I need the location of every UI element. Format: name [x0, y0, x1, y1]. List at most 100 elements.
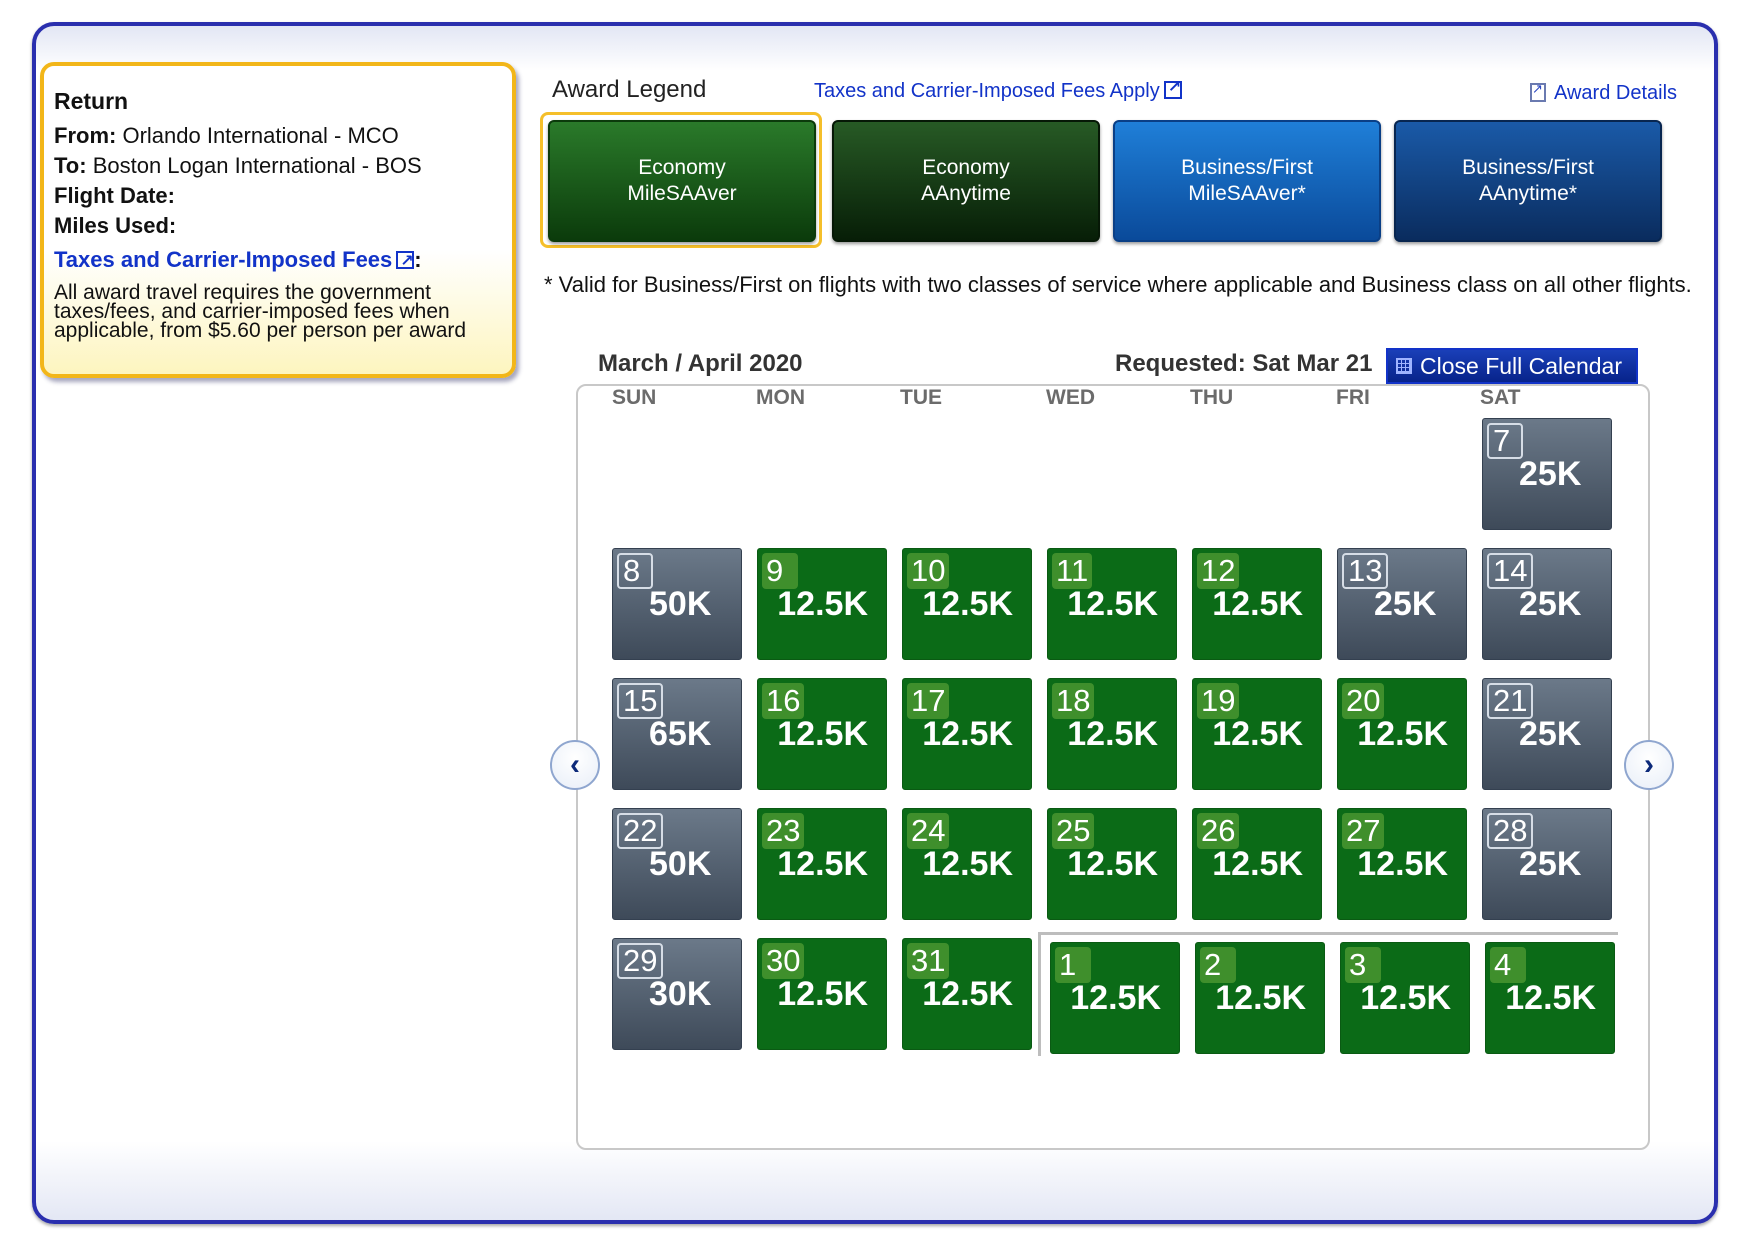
calendar-grid-icon	[1396, 358, 1412, 374]
day-number: 18	[1052, 683, 1095, 719]
taxes-note: All award travel requires the government…	[54, 281, 467, 342]
close-full-calendar-button[interactable]: Close Full Calendar	[1386, 348, 1638, 384]
day-cell[interactable]: 20 12.5K	[1337, 678, 1467, 790]
day-number: 9	[762, 553, 798, 589]
previous-week-button[interactable]: ‹	[550, 740, 600, 790]
day-miles: 65K	[649, 715, 712, 753]
day-cell[interactable]: 10 12.5K	[902, 548, 1032, 660]
day-cell[interactable]: 7 25K	[1482, 418, 1612, 530]
calendar-month-label: March / April 2020	[598, 350, 803, 377]
day-cell[interactable]: 13 25K	[1337, 548, 1467, 660]
month-divider	[1038, 932, 1618, 935]
award-details-icon[interactable]	[1530, 81, 1546, 102]
day-miles: 12.5K	[922, 585, 1013, 623]
day-number: 22	[617, 813, 664, 849]
day-cell[interactable]: 8 50K	[612, 548, 742, 660]
day-cell[interactable]: 22 50K	[612, 808, 742, 920]
legend-line1: Economy	[638, 156, 726, 179]
day-miles: 12.5K	[922, 715, 1013, 753]
day-cell[interactable]: 21 25K	[1482, 678, 1612, 790]
day-number: 31	[907, 943, 950, 979]
legend-selected-outline	[540, 112, 822, 248]
day-cell[interactable]: 15 65K	[612, 678, 742, 790]
day-number: 29	[617, 943, 664, 979]
day-miles: 12.5K	[1070, 979, 1161, 1017]
day-miles: 25K	[1519, 715, 1582, 753]
legend-business-aanytime[interactable]: Business/First AAnytime*	[1394, 120, 1662, 242]
from-label: From:	[54, 123, 117, 148]
day-miles: 12.5K	[777, 845, 868, 883]
day-cell[interactable]: 12 12.5K	[1192, 548, 1322, 660]
day-cell[interactable]: 27 12.5K	[1337, 808, 1467, 920]
day-miles: 12.5K	[1357, 845, 1448, 883]
legend-business-milesaaver[interactable]: Business/First MileSAAver*	[1113, 120, 1381, 242]
weekday-sun: SUN	[612, 386, 657, 409]
day-cell[interactable]: 11 12.5K	[1047, 548, 1177, 660]
day-number: 27	[1342, 813, 1385, 849]
day-miles: 25K	[1519, 455, 1582, 493]
legend-line2: MileSAAver*	[1188, 182, 1306, 205]
next-week-button[interactable]: ›	[1624, 740, 1674, 790]
award-details-label[interactable]: Award Details	[1554, 82, 1678, 104]
external-link-icon[interactable]	[396, 247, 415, 277]
taxes-fees-row: Taxes and Carrier-Imposed Fees:	[54, 245, 502, 277]
day-cell[interactable]: 25 12.5K	[1047, 808, 1177, 920]
day-cell[interactable]: 2 12.5K	[1195, 942, 1325, 1054]
flight-date-label: Flight Date:	[54, 183, 175, 208]
day-number: 14	[1487, 553, 1534, 589]
day-cell[interactable]: 23 12.5K	[757, 808, 887, 920]
day-miles: 25K	[1519, 845, 1582, 883]
day-number: 30	[762, 943, 805, 979]
legend-economy-aanytime[interactable]: Economy AAnytime	[832, 120, 1100, 242]
from-row: From: Orlando International - MCO	[54, 121, 502, 151]
day-cell[interactable]: 26 12.5K	[1192, 808, 1322, 920]
chevron-left-icon: ‹	[570, 748, 580, 781]
day-number: 4	[1490, 947, 1526, 983]
day-number: 10	[907, 553, 950, 589]
day-miles: 12.5K	[922, 975, 1013, 1013]
day-miles: 12.5K	[1212, 585, 1303, 623]
day-cell[interactable]: 17 12.5K	[902, 678, 1032, 790]
day-cell[interactable]: 24 12.5K	[902, 808, 1032, 920]
close-full-calendar-label: Close Full Calendar	[1420, 352, 1622, 379]
legend-taxes-fees-label[interactable]: Taxes and Carrier-Imposed Fees Apply	[814, 80, 1160, 102]
day-miles: 12.5K	[1360, 979, 1451, 1017]
month-divider-vertical	[1038, 932, 1041, 1056]
day-cell[interactable]: 9 12.5K	[757, 548, 887, 660]
day-miles: 12.5K	[777, 715, 868, 753]
day-cell[interactable]: 30 12.5K	[757, 938, 887, 1050]
miles-used-row: Miles Used:	[54, 211, 502, 241]
legend-line2: AAnytime*	[1478, 182, 1578, 205]
day-cell[interactable]: 4 12.5K	[1485, 942, 1615, 1054]
day-cell[interactable]: 29 30K	[612, 938, 742, 1050]
day-cell[interactable]: 18 12.5K	[1047, 678, 1177, 790]
day-number: 23	[762, 813, 805, 849]
award-legend-title: Award Legend	[552, 76, 707, 103]
day-miles: 12.5K	[1215, 979, 1306, 1017]
day-cell[interactable]: 19 12.5K	[1192, 678, 1322, 790]
to-label: To:	[54, 153, 87, 178]
day-cell[interactable]: 1 12.5K	[1050, 942, 1180, 1054]
day-cell[interactable]: 28 25K	[1482, 808, 1612, 920]
day-cell[interactable]: 31 12.5K	[902, 938, 1032, 1050]
weekday-mon: MON	[756, 386, 805, 409]
day-cell[interactable]: 3 12.5K	[1340, 942, 1470, 1054]
legend-taxes-fees-link[interactable]: Taxes and Carrier-Imposed Fees Apply	[814, 77, 1182, 103]
day-cell[interactable]: 16 12.5K	[757, 678, 887, 790]
award-details-link[interactable]: Award Details	[1530, 81, 1678, 105]
day-number: 8	[617, 553, 653, 589]
weekday-fri: FRI	[1336, 386, 1370, 409]
day-number: 3	[1345, 947, 1381, 983]
day-number: 2	[1200, 947, 1236, 983]
day-miles: 12.5K	[777, 585, 868, 623]
weekday-sat: SAT	[1480, 386, 1521, 409]
day-number: 7	[1487, 423, 1523, 459]
day-number: 24	[907, 813, 950, 849]
weekday-thu: THU	[1190, 386, 1234, 409]
day-number: 28	[1487, 813, 1534, 849]
external-link-icon[interactable]	[1163, 77, 1182, 99]
requested-date-label: Requested: Sat Mar 21	[1115, 350, 1373, 377]
taxes-fees-link[interactable]: Taxes and Carrier-Imposed Fees	[54, 247, 393, 272]
legend-economy-milesaaver[interactable]: Economy MileSAAver	[548, 120, 816, 242]
day-cell[interactable]: 14 25K	[1482, 548, 1612, 660]
